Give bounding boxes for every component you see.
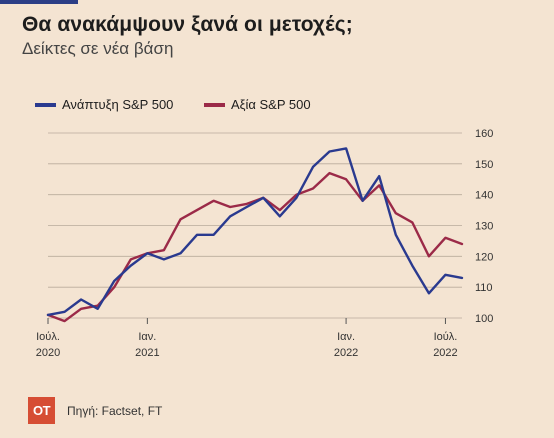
x-tick-label: 2020 (36, 347, 60, 359)
x-tick-label: Ιαν. (138, 331, 156, 343)
series-line-value (46, 171, 464, 323)
ot-logo: ΟΤ (28, 397, 55, 424)
x-tick-label: Ιαν. (337, 331, 355, 343)
source-note: Πηγή: Factset, FT (67, 404, 163, 418)
legend-swatch-growth (35, 102, 56, 107)
y-tick-label: 110 (475, 282, 493, 294)
x-tick-label: 2021 (135, 347, 159, 359)
x-tick-label: 2022 (334, 347, 358, 359)
x-tick-label: Ιούλ. (36, 331, 60, 343)
y-tick-label: 140 (475, 190, 493, 202)
legend-item-growth: Ανάπτυξη S&P 500 (35, 97, 173, 112)
x-tick-label: Ιούλ. (434, 331, 458, 343)
y-tick-label: 150 (475, 159, 493, 171)
y-tick-label: 160 (475, 128, 493, 140)
legend-label-growth: Ανάπτυξη S&P 500 (62, 97, 174, 112)
legend-item-value: Αξία S&P 500 (204, 97, 311, 112)
series-line-growth (46, 147, 464, 317)
y-tick-label: 130 (475, 221, 493, 233)
y-tick-label: 100 (475, 313, 493, 325)
top-accent-bar (0, 0, 78, 4)
chart-subtitle: Δείκτες σε νέα βάση (22, 39, 174, 58)
chart-title: Θα ανακάμψουν ξανά οι μετοχές; (22, 13, 353, 36)
legend-swatch-value (204, 102, 225, 107)
x-tick-label: 2022 (433, 347, 457, 359)
legend-label-value: Αξία S&P 500 (231, 97, 311, 112)
y-tick-label: 120 (475, 251, 493, 263)
